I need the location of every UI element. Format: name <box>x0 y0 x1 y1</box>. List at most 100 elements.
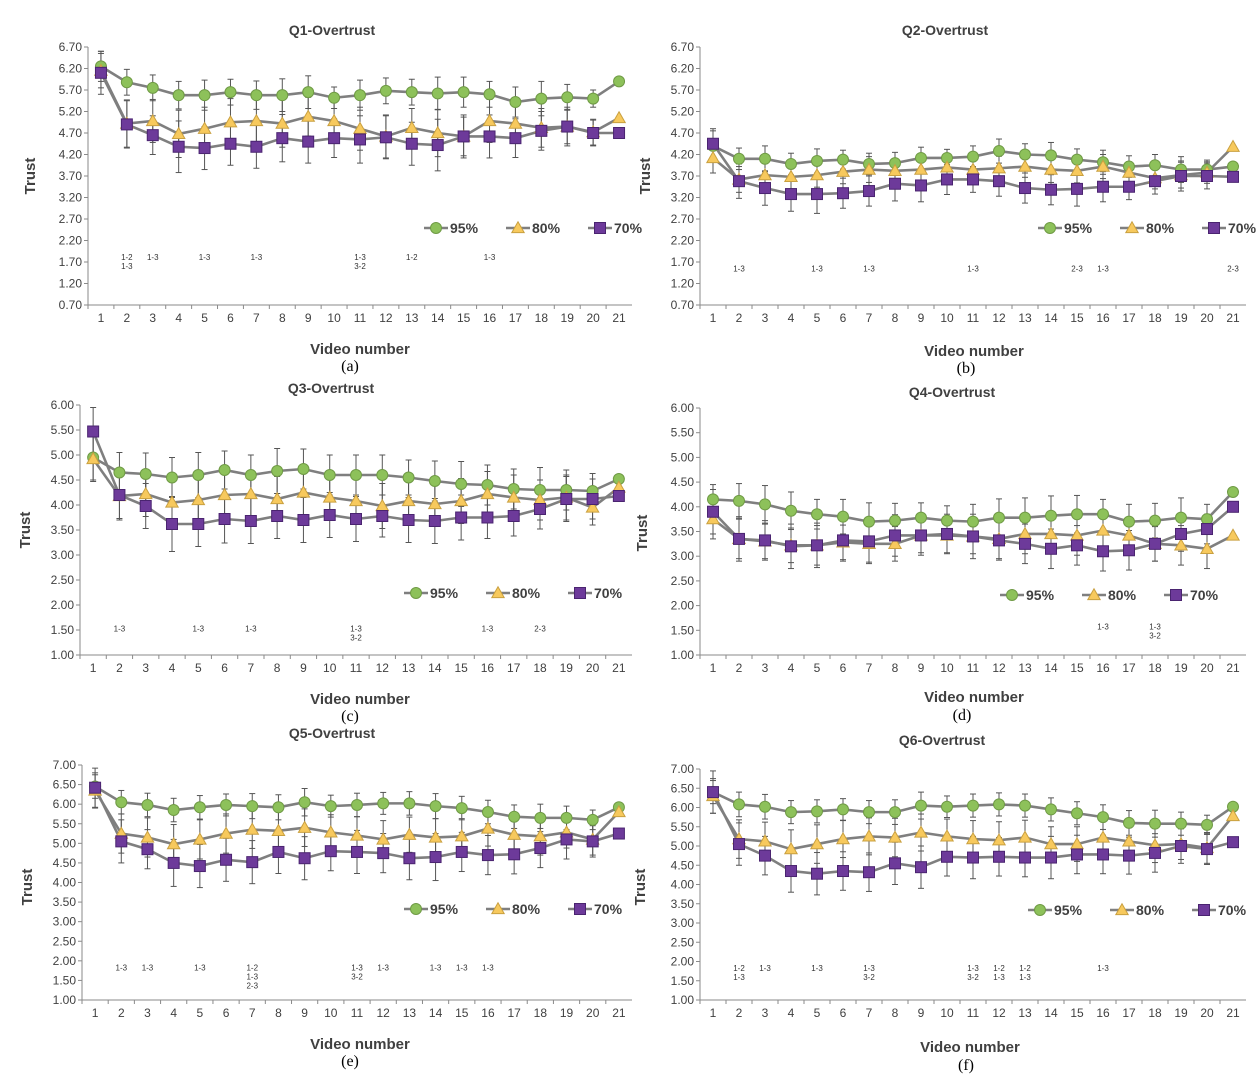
y-tick-label: 6.50 <box>53 778 77 792</box>
data-point-80 <box>1225 528 1241 541</box>
legend-marker <box>1006 589 1018 601</box>
y-tick-label: 2.70 <box>671 212 695 226</box>
data-point-95 <box>428 475 441 487</box>
data-point-95 <box>192 469 205 481</box>
x-tick-label: 1 <box>710 311 717 325</box>
data-point-70 <box>113 489 126 501</box>
data-point-95 <box>1201 513 1213 526</box>
x-tick-label: 3 <box>762 1006 769 1020</box>
data-point-80 <box>140 830 155 843</box>
data-point-70 <box>351 845 363 858</box>
data-point-80 <box>507 827 522 840</box>
data-point-95 <box>1123 816 1135 829</box>
x-tick-label: 7 <box>248 661 255 675</box>
data-point-70 <box>1097 180 1109 193</box>
x-tick-label: 10 <box>940 661 954 675</box>
data-point-80 <box>913 162 929 175</box>
y-tick-label: 4.70 <box>671 126 695 140</box>
data-point-70 <box>811 539 823 552</box>
x-tick-label: 11 <box>351 1006 364 1020</box>
data-point-95 <box>759 152 771 165</box>
x-axis-title: Video number <box>924 689 1024 706</box>
significance-label: 1-3 <box>114 625 126 634</box>
y-tick-label: 2.50 <box>53 934 77 948</box>
data-point-80 <box>1225 808 1241 822</box>
y-tick-label: 5.00 <box>671 450 695 464</box>
significance-label: 3-2 <box>350 634 362 643</box>
significance-label: 3-2 <box>351 973 363 982</box>
panel-caption: (f) <box>958 1057 974 1074</box>
data-point-70 <box>1071 182 1083 195</box>
data-point-80 <box>887 536 903 549</box>
x-tick-label: 8 <box>892 311 899 325</box>
data-point-95 <box>837 153 849 166</box>
x-tick-label: 21 <box>1226 311 1240 325</box>
data-point-70 <box>509 132 522 145</box>
x-axis-title: Video number <box>924 343 1024 360</box>
data-point-95 <box>244 469 257 481</box>
data-point-80 <box>508 116 523 129</box>
legend-marker <box>574 903 586 915</box>
significance-label: 1-3 <box>121 262 133 271</box>
x-tick-label: 21 <box>612 661 626 675</box>
data-point-80 <box>197 121 212 134</box>
x-tick-label: 10 <box>324 1006 338 1020</box>
data-point-70 <box>1227 500 1239 513</box>
data-point-80 <box>349 828 365 841</box>
x-tick-label: 15 <box>1070 1006 1084 1020</box>
y-tick-label: 5.00 <box>671 839 695 853</box>
data-point-95 <box>376 469 389 481</box>
chart-q5: 7.00 6.50 6.00 5.50 5.00 4.50 4.00 3.50 3.00 2.50… <box>19 725 632 1070</box>
data-point-70 <box>993 175 1005 188</box>
data-point-70 <box>272 845 285 858</box>
data-point-80 <box>1173 538 1189 551</box>
data-point-70 <box>87 425 100 438</box>
data-point-70 <box>1045 851 1057 864</box>
x-tick-label: 19 <box>560 661 574 675</box>
data-point-95 <box>354 89 366 102</box>
y-axis-title: Trust <box>637 158 654 195</box>
data-point-95 <box>811 508 823 521</box>
y-tick-label: 3.00 <box>53 915 77 929</box>
data-point-95 <box>586 813 599 826</box>
data-point-80 <box>1095 159 1111 172</box>
y-tick-label: 5.50 <box>51 423 75 437</box>
data-point-95 <box>508 810 521 823</box>
data-point-70 <box>915 529 927 542</box>
x-tick-label: 5 <box>195 661 202 675</box>
data-point-70 <box>586 835 599 848</box>
x-tick-label: 9 <box>918 1006 925 1020</box>
y-tick-label: 4.00 <box>51 498 75 512</box>
panel-caption: (b) <box>957 360 976 377</box>
y-tick-label: 5.70 <box>671 83 695 97</box>
data-point-80 <box>482 113 497 127</box>
data-point-80 <box>1121 165 1137 178</box>
y-tick-label: 6.00 <box>51 398 75 412</box>
significance-label: 1-3 <box>354 253 366 262</box>
data-point-95 <box>889 514 901 527</box>
data-point-95 <box>218 464 231 476</box>
data-point-70 <box>455 845 468 858</box>
data-point-95 <box>837 510 849 523</box>
data-point-70 <box>172 140 185 153</box>
data-point-95 <box>298 796 311 809</box>
y-tick-label: 3.20 <box>671 191 695 205</box>
data-point-80 <box>352 121 368 134</box>
data-point-70 <box>350 513 362 525</box>
significance-label: 2-3 <box>1227 264 1239 273</box>
data-point-70 <box>967 530 979 543</box>
data-point-70 <box>1201 170 1213 182</box>
data-point-80 <box>887 163 903 176</box>
y-tick-label: 1.00 <box>671 648 695 662</box>
data-point-70 <box>146 129 159 142</box>
data-point-80 <box>217 487 232 501</box>
x-tick-label: 6 <box>221 661 228 675</box>
y-axis-title: Trust <box>634 515 651 552</box>
x-tick-label: 4 <box>788 1006 795 1020</box>
data-point-70 <box>1123 180 1135 193</box>
y-tick-label: 6.70 <box>59 40 83 54</box>
data-point-70 <box>141 843 154 856</box>
data-point-70 <box>785 188 797 201</box>
significance-label: 1-3 <box>350 625 362 634</box>
data-point-95 <box>811 805 823 818</box>
